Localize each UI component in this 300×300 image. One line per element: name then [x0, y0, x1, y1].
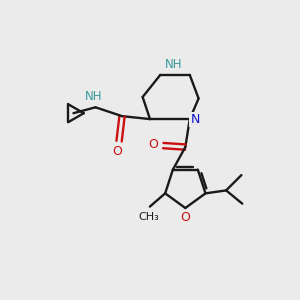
Text: O: O [148, 138, 158, 151]
Text: O: O [180, 211, 190, 224]
Text: NH: NH [165, 58, 182, 71]
Text: O: O [113, 145, 122, 158]
Text: N: N [190, 113, 200, 126]
Text: CH₃: CH₃ [138, 212, 159, 222]
Text: NH: NH [85, 91, 103, 103]
